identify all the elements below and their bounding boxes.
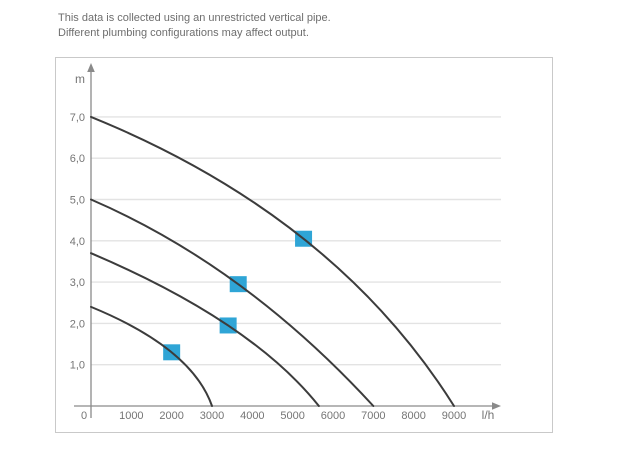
note-line-2: Different plumbing configurations may af… [58, 27, 309, 39]
x-tick-label: 0 [81, 410, 87, 422]
y-tick-label: 7,0 [70, 112, 85, 124]
x-tick-label: 8000 [401, 410, 425, 422]
curve-max-head-3.7m [90, 252, 320, 407]
curve-max-head-7.0m [90, 115, 455, 407]
x-axis-unit-label: l/h [482, 408, 495, 422]
y-axis-unit-label: m [75, 72, 85, 86]
x-tick-label: 7000 [361, 410, 385, 422]
y-tick-label: 2,0 [70, 318, 85, 330]
y-tick-label: 6,0 [70, 153, 85, 165]
x-tick-label: 6000 [321, 410, 345, 422]
curve-max-head-2.4m [90, 305, 213, 407]
curve-max-head-5.0m [90, 198, 375, 407]
x-tick-label: 3000 [200, 410, 224, 422]
note-line-1: This data is collected using an unrestri… [58, 12, 331, 24]
y-tick-label: 1,0 [70, 360, 85, 372]
pump-curve-chart: 0 1000 2000 3000 4000 5000 6000 7000 8000 9000 1,0… [70, 63, 501, 422]
x-tick-label: 9000 [442, 410, 466, 422]
chart-note: This data is collected using an unrestri… [58, 11, 331, 41]
x-tick-label: 5000 [280, 410, 304, 422]
chart-panel: 0 1000 2000 3000 4000 5000 6000 7000 8000 9000 1,0… [55, 57, 553, 433]
y-tick-label: 4,0 [70, 236, 85, 248]
y-tick-label: 5,0 [70, 195, 85, 207]
x-tick-label: 1000 [119, 410, 143, 422]
x-axis-arrow-icon [492, 402, 501, 410]
x-tick-label: 2000 [159, 410, 183, 422]
y-tick-label: 3,0 [70, 277, 85, 289]
y-axis-arrow-icon [87, 63, 95, 72]
x-tick-label: 4000 [240, 410, 264, 422]
